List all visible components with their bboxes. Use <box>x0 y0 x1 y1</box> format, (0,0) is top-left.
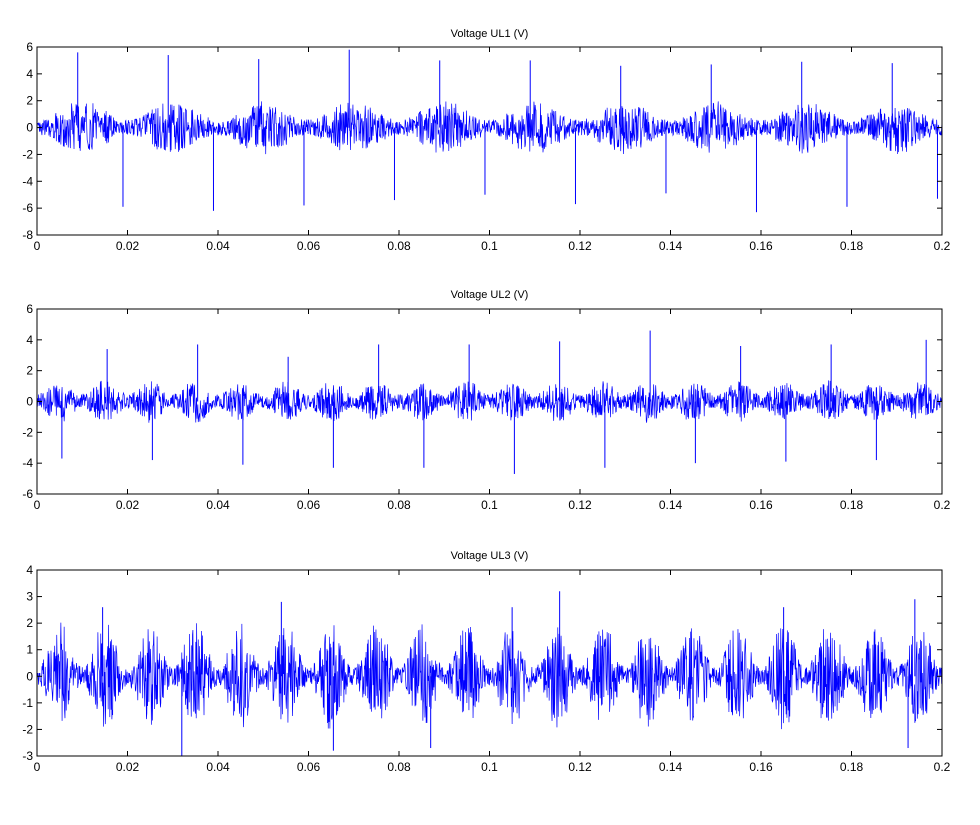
y-tick-label: 2 <box>26 94 33 108</box>
y-tick-label: 4 <box>26 333 33 347</box>
x-tick-label: 0.08 <box>387 239 411 253</box>
x-tick-label: 0.12 <box>568 498 592 512</box>
x-tick-label: 0.1 <box>481 498 498 512</box>
chart-panel-3: Voltage UL3 (V) 0 0.02 0.04 0.06 0.08 0.1 0.12 0… <box>22 550 950 774</box>
x-tick-label: 0.04 <box>206 239 230 253</box>
axes-frame <box>36 46 943 236</box>
x-tick-label: 0.06 <box>297 498 321 512</box>
x-tick-label: 0 <box>34 760 41 774</box>
x-tick-label: 0.02 <box>116 498 140 512</box>
x-tick-label: 0.14 <box>659 498 683 512</box>
x-tick-label: 0.18 <box>840 239 864 253</box>
y-tick-label: -8 <box>22 228 33 242</box>
y-tick-label: 4 <box>26 563 33 577</box>
x-tick-label: 0.04 <box>206 760 230 774</box>
y-tick-label: 0 <box>26 669 33 683</box>
x-tick-label: 0.14 <box>659 760 683 774</box>
signal-series-line <box>36 380 943 423</box>
x-tick-label: 0.02 <box>116 239 140 253</box>
chart-panel-2: Voltage UL2 (V) 0 0.02 0.04 0.06 0.08 0.1 0.12 0… <box>22 289 950 512</box>
x-tick-label: 0.16 <box>749 498 773 512</box>
chart-title: Voltage UL2 (V) <box>451 289 529 301</box>
y-tick-label: -3 <box>22 749 33 763</box>
x-tick-label: 0.02 <box>116 760 140 774</box>
signal-series-line <box>36 622 943 730</box>
x-tick-label: 0.06 <box>297 239 321 253</box>
x-tick-label: 0.2 <box>934 239 951 253</box>
y-tick-label: 4 <box>26 67 33 81</box>
y-tick-label: -4 <box>22 174 33 188</box>
y-tick-label: -2 <box>22 147 33 161</box>
y-tick-label: 2 <box>26 364 33 378</box>
x-tick-label: 0.1 <box>481 239 498 253</box>
x-tick-label: 0 <box>34 239 41 253</box>
y-tick-label: 6 <box>26 302 33 316</box>
y-tick-label: -2 <box>22 425 33 439</box>
chart-title: Voltage UL3 (V) <box>451 550 529 562</box>
x-tick-label: 0.14 <box>659 239 683 253</box>
y-tick-label: -4 <box>22 456 33 470</box>
y-tick-label: 3 <box>26 590 33 604</box>
chart-panel-1: Voltage UL1 (V) 0 0.02 0.04 0.06 0.08 0.1 0.12 0… <box>22 28 950 253</box>
y-tick-label: -1 <box>22 696 33 710</box>
x-tick-label: 0.08 <box>387 498 411 512</box>
chart-title: Voltage UL1 (V) <box>451 28 529 40</box>
x-tick-label: 0.16 <box>749 239 773 253</box>
y-tick-label: 0 <box>26 395 33 409</box>
x-tick-label: 0.06 <box>297 760 321 774</box>
x-tick-label: 0.04 <box>206 498 230 512</box>
y-tick-label: 2 <box>26 616 33 630</box>
x-tick-label: 0.12 <box>568 760 592 774</box>
axes-frame <box>36 569 943 757</box>
x-tick-label: 0.12 <box>568 239 592 253</box>
y-tick-label: -6 <box>22 201 33 215</box>
x-tick-label: 0 <box>34 498 41 512</box>
y-tick-label: -2 <box>22 722 33 736</box>
x-tick-label: 0.08 <box>387 760 411 774</box>
y-tick-label: 1 <box>26 643 33 657</box>
x-tick-label: 0.18 <box>840 498 864 512</box>
x-tick-label: 0.1 <box>481 760 498 774</box>
x-tick-label: 0.18 <box>840 760 864 774</box>
y-tick-label: 6 <box>26 40 33 54</box>
x-tick-label: 0.16 <box>749 760 773 774</box>
signal-series-line <box>36 101 943 155</box>
y-tick-label: 0 <box>26 121 33 135</box>
x-tick-label: 0.2 <box>934 760 951 774</box>
x-tick-label: 0.2 <box>934 498 951 512</box>
y-tick-label: -6 <box>22 487 33 501</box>
